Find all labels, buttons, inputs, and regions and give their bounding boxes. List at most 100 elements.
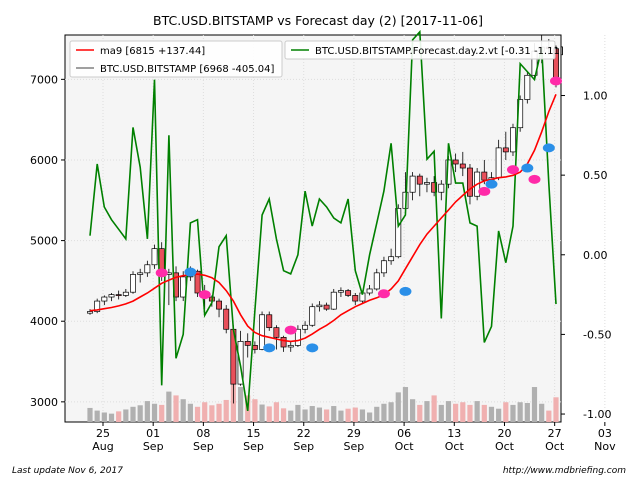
signal-marker	[155, 268, 168, 278]
volume-bar	[295, 404, 301, 422]
candle-body	[438, 183, 445, 193]
candle-layer	[87, 35, 559, 404]
axes-layer: 25Aug01Sep08Sep15Sep22Sep29Sep06Oct13Oct…	[30, 73, 616, 453]
volume-bar	[87, 407, 93, 422]
volume-bar	[496, 408, 502, 422]
volume-bar	[187, 403, 193, 422]
volume-bar	[223, 399, 229, 422]
volume-bar	[216, 403, 222, 422]
x-tick-label-month: Sep	[344, 440, 365, 453]
candle-body	[259, 314, 266, 350]
signal-marker	[399, 286, 412, 296]
volume-bar	[259, 404, 265, 422]
y-tick-label-left: 3000	[30, 396, 58, 409]
candle-body	[223, 308, 230, 330]
candle-body	[115, 294, 122, 296]
volume-bar	[130, 406, 136, 422]
candle-body	[323, 304, 330, 310]
y-tick-label-right: 1.00	[583, 90, 608, 103]
volume-layer	[87, 382, 559, 422]
volume-bar	[517, 402, 523, 422]
volume-bar	[352, 407, 358, 422]
y-tick-label-left: 4000	[30, 315, 58, 328]
y-tick-label-right: 0.00	[583, 249, 608, 262]
candle-body	[345, 290, 352, 296]
signal-marker	[198, 290, 211, 300]
volume-bar	[531, 387, 538, 422]
candle-body	[130, 274, 136, 293]
signal-marker	[550, 76, 562, 86]
volume-bar	[424, 401, 430, 422]
candle-body	[151, 248, 158, 266]
candle-body	[373, 272, 380, 290]
candle-body	[309, 306, 316, 326]
candle-body	[502, 147, 509, 153]
x-tick-label-day: 03	[598, 427, 612, 440]
candle-body	[481, 171, 488, 181]
candle-body	[459, 163, 466, 169]
volume-bar	[539, 403, 545, 422]
candle-body	[416, 175, 423, 185]
candle-body	[137, 272, 144, 275]
volume-bar	[280, 408, 287, 422]
volume-bar	[402, 387, 409, 422]
y-tick-label-right: -1.00	[583, 408, 611, 421]
candle-body	[431, 182, 438, 193]
candle-body	[524, 74, 531, 100]
volume-bar	[359, 409, 366, 422]
volume-bar	[209, 405, 215, 422]
x-tick-label-month: Oct	[395, 440, 415, 453]
ma9-line	[89, 93, 557, 343]
candle-body	[280, 336, 287, 348]
volume-bar	[144, 401, 150, 422]
signal-marker	[284, 325, 297, 335]
legend-label: ma9 [6815 +137.44]	[100, 46, 205, 57]
candle-body	[316, 304, 323, 308]
volume-bar	[302, 409, 308, 422]
candle-body	[395, 207, 402, 258]
signal-marker	[263, 343, 276, 353]
x-tick-label-day: 15	[247, 427, 261, 440]
volume-bar	[108, 413, 115, 422]
y-tick-label-left: 7000	[30, 73, 58, 86]
x-tick-label-month: Sep	[193, 440, 214, 453]
volume-bar	[137, 405, 143, 422]
x-tick-label-day: 27	[548, 427, 562, 440]
candle-body	[216, 300, 222, 310]
x-tick-label-month: Oct	[445, 440, 465, 453]
candle-body	[244, 341, 251, 346]
candle-body	[302, 324, 309, 330]
candle-body	[144, 264, 151, 274]
signal-marker	[184, 267, 197, 277]
candle-body	[266, 314, 273, 329]
candle-body	[101, 296, 108, 302]
legend-box-right	[284, 40, 556, 60]
candle-body	[388, 256, 395, 262]
candle-body	[330, 291, 337, 310]
signal-marker	[485, 179, 498, 189]
legend-label: BTC.USD.BITSTAMP.Forecast.day.2.vt [-0.3…	[315, 46, 564, 57]
volume-bar	[503, 402, 509, 422]
volume-bar	[237, 387, 244, 422]
volume-bar	[288, 410, 294, 422]
volume-bar	[194, 406, 201, 422]
volume-bar	[553, 397, 559, 422]
x-tick-label-day: 01	[146, 427, 160, 440]
volume-bar	[309, 406, 315, 422]
candle-body	[366, 288, 373, 294]
x-tick-label-month: Nov	[594, 440, 616, 453]
x-tick-label-day: 08	[196, 427, 210, 440]
x-tick-label-month: Oct	[495, 440, 515, 453]
volume-bar	[546, 410, 552, 422]
volume-bar	[453, 403, 459, 422]
volume-bar	[159, 404, 165, 422]
y-tick-label-right: 0.50	[583, 169, 608, 182]
volume-bar	[101, 412, 107, 422]
volume-bar	[367, 412, 373, 422]
x-tick-label-day: 25	[96, 427, 110, 440]
candle-body	[424, 182, 430, 185]
signal-marker	[478, 186, 491, 196]
candle-body	[122, 291, 129, 296]
volume-bar	[94, 410, 100, 422]
